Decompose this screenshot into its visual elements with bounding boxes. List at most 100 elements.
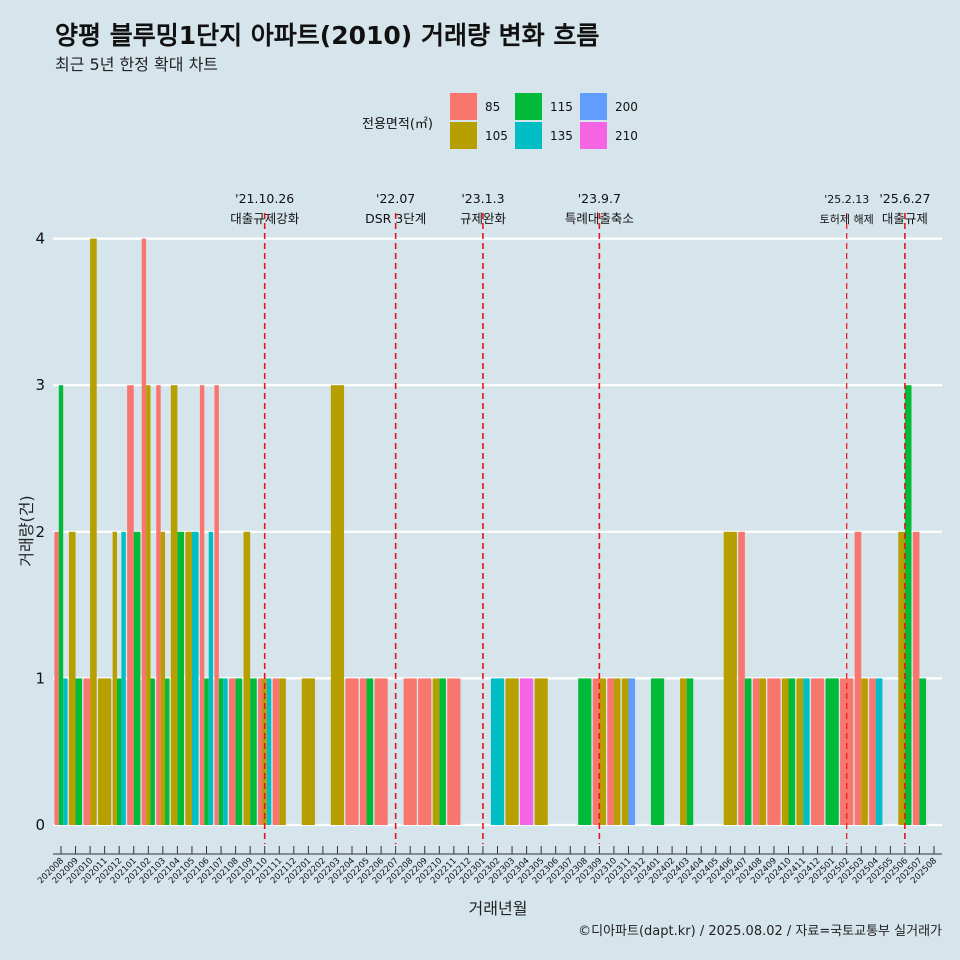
bar-202102-105 [146,385,151,825]
legend: 전용면적(㎡) 85 105 115 135 200 210 [362,93,638,149]
bar-202110-135 [266,678,272,825]
bar-202504-85 [869,678,876,825]
bar-202209-85 [418,678,432,825]
legend-swatch-210 [580,122,607,149]
bar-202104-105 [170,385,178,825]
event-label-3: 특례대출축소 [565,211,634,226]
bar-202012-115 [117,678,122,825]
event-date-0: '21.10.26 [235,191,294,206]
y-tick-label: 1 [35,669,45,687]
bar-202109-115 [250,678,257,825]
source-caption: ©디아파트(dapt.kr) / 2025.08.02 / 자료=국토교통부 실… [578,924,942,939]
event-label-5: 대출규제 [882,211,928,226]
event-date-3: '23.9.7 [578,191,621,206]
bar-202412-85 [811,678,825,825]
bar-202208-85 [403,678,417,825]
bar-202503-85 [854,531,862,825]
bar-202103-115 [165,678,170,825]
bar-202107-135 [223,678,228,825]
legend-swatch-135 [515,122,542,149]
legend-swatch-85 [450,93,477,120]
bar-202012-105 [112,531,117,825]
bar-202305-105 [534,678,548,825]
bar-202110-85 [258,678,263,825]
legend-swatch-105 [450,122,477,149]
bar-202103-105 [160,531,166,825]
bar-202311-200 [628,678,636,825]
bar-202310-105 [613,678,621,825]
bar-202104-115 [177,531,184,825]
bar-202506-115 [904,385,912,825]
bar-202401-115 [650,678,665,825]
event-label-4: 토허제 해제 [820,212,874,226]
event-annotations: '21.10.26 대출규제강화 '22.07 DSR 3단계 '23.1.3 규제완화 '… [230,191,930,226]
bar-202107-115 [218,678,224,825]
bar-202410-105 [781,678,789,825]
bar-202302-135 [490,678,505,825]
bar-202210-105 [432,678,440,825]
bar-202102-115 [150,678,155,825]
event-label-0: 대출규제강화 [230,211,300,226]
legend-swatch-200 [580,93,607,120]
bar-202010-85 [83,678,91,825]
bar-202407-85 [738,531,745,825]
legend-label-135: 135 [550,129,573,143]
event-label-2: 규제완화 [460,211,507,226]
event-date-4: '25.2.13 [824,193,869,206]
y-tick-label: 0 [35,816,45,834]
bar-202111-85 [272,678,280,825]
bar-202105-135 [191,531,199,825]
bar-202101-85 [127,385,134,825]
x-axis-label: 거래년월 [469,899,528,918]
bar-202008-115 [58,385,64,825]
bar-202411-105 [796,678,804,825]
x-axis: 2020082020092020102020112020122021012021… [36,846,942,886]
bar-202503-105 [861,678,868,825]
event-date-2: '23.1.3 [461,191,504,206]
bar-202204-85 [345,678,359,825]
chart-subtitle: 최근 5년 한정 확대 차트 [55,55,218,74]
bar-202201-105 [301,678,315,825]
bar-202009-105 [68,531,76,825]
bar-202108-115 [235,678,243,825]
bar-202206-85 [374,678,388,825]
bar-202205-115 [366,678,374,825]
bar-202012-135 [121,531,126,825]
y-tick-label: 2 [35,523,45,541]
y-tick-label: 3 [35,376,45,394]
event-date-1: '22.07 [376,191,415,206]
bar-202303-105 [505,678,519,825]
legend-label-85: 85 [485,100,500,114]
legend-swatch-115 [515,93,542,120]
bar-202107-85 [214,385,219,825]
bar-202110-105 [262,678,267,825]
bar-202106-85 [199,385,205,825]
bar-202309-85 [592,678,600,825]
bar-202409-85 [767,678,781,825]
bar-202408-85 [752,678,760,825]
legend-label-115: 115 [550,100,573,114]
event-label-1: DSR 3단계 [365,211,426,226]
bar-202203-105 [330,385,345,825]
bar-202101-115 [133,531,141,825]
bar-202102-85 [141,238,147,826]
bar-202211-85 [447,678,461,825]
bar-202311-105 [621,678,629,825]
y-axis-label: 거래량(건) [17,495,36,566]
bar-202106-135 [208,531,214,825]
bar-202411-135 [803,678,810,825]
bar-202408-105 [759,678,766,825]
bar-202103-85 [156,385,161,825]
bar-202308-115 [578,678,592,825]
chart-title: 양평 블루밍1단지 아파트(2010) 거래량 변화 흐름 [55,21,599,50]
bar-202008-85 [54,531,59,825]
bar-202009-115 [75,678,83,825]
bar-202309-105 [599,678,606,825]
legend-title: 전용면적(㎡) [362,117,433,132]
bar-202502-85 [840,678,854,825]
bar-202403-105 [680,678,687,825]
bar-202507-115 [919,678,927,825]
bar-202304-210 [520,678,534,825]
y-axis: 0 1 2 3 4 [35,230,45,834]
legend-label-105: 105 [485,129,508,143]
